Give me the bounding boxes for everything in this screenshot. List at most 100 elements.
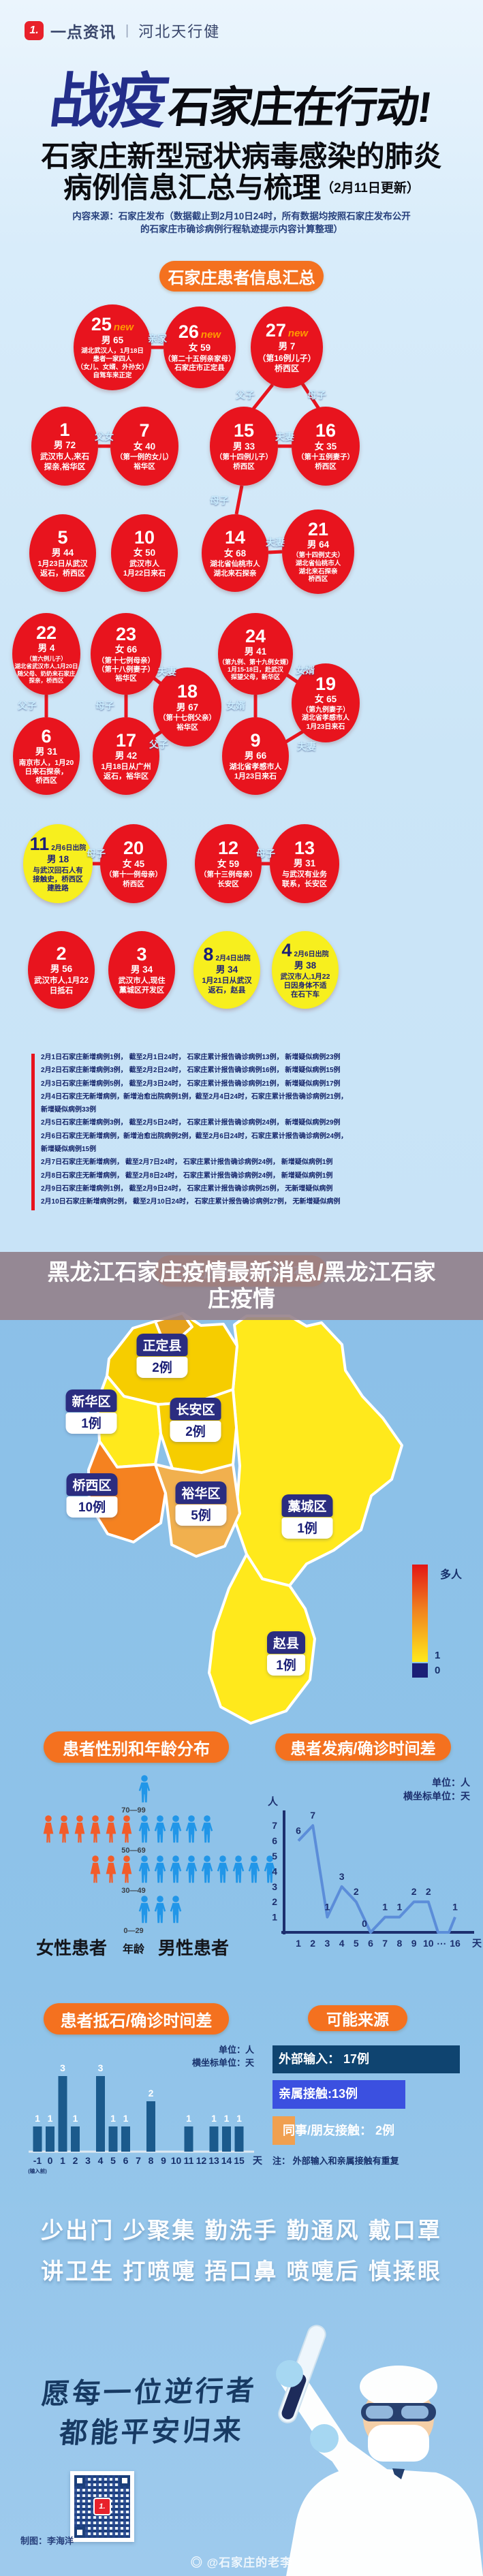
line-chart-point-label: 1 xyxy=(397,1902,403,1913)
case-number: 14 xyxy=(224,527,246,548)
source-bar-external: 外部输入： 17例 xyxy=(272,2045,460,2073)
case-number: 5 xyxy=(57,527,68,548)
case-sex-age: 男 31 xyxy=(293,858,316,868)
case-detail-line: 日因身体不适 xyxy=(283,981,327,990)
case-number: 23 xyxy=(115,623,137,644)
case-detail-line: 日来石探亲， xyxy=(25,768,68,776)
case-node-24: 24 男 41 （第九例、第十九例女婿） 1月15-18日，赴武汉 探望父母，新华区 xyxy=(218,613,293,695)
case-node-26: 26 new 女 59 （第二十五例亲家母） 石家庄市正定县 xyxy=(163,307,236,388)
bar-chart-bar xyxy=(222,2126,231,2152)
case-detail-line: 桥西区 xyxy=(123,879,144,888)
case-sex-age: 男 65 xyxy=(101,335,124,346)
case-network: 25 new 男 65 湖北武汉人，1月18日 患者一家四人 （女儿、女婿、外孙女） 自驾车… xyxy=(0,0,483,1049)
case-detail-line: 与武汉有业务 xyxy=(282,870,327,879)
case-node-22: 22 男 4 （第六例儿子） 湖北省武汉市人,1月20日 随父母、奶奶来石家庄 探亲，桥西… xyxy=(12,613,80,695)
doctor-mask xyxy=(368,2425,429,2462)
case-sex-age: 男 44 xyxy=(51,547,74,558)
case-detail-line: 湖北省武汉市人,1月20日 xyxy=(14,662,78,670)
bar-chart-xtick: 15 xyxy=(234,2155,245,2166)
case-detail-line: 湖北武汉人，1月18日 xyxy=(81,347,144,356)
case-number: 22 xyxy=(35,623,57,644)
bar-chart-xtick: 0 xyxy=(48,2155,53,2166)
case-number: 26 xyxy=(178,321,199,343)
new-badge: new xyxy=(200,329,221,341)
map-legend-gradient xyxy=(412,1565,428,1662)
map-legend-one-label: 1 xyxy=(435,1650,441,1661)
qr-pattern: 1. xyxy=(74,2475,130,2538)
case-number-row: 12 xyxy=(218,838,238,858)
relation-label: 女婿 xyxy=(226,700,245,711)
case-number: 9 xyxy=(250,729,261,751)
case-number: 11 xyxy=(29,833,50,854)
brand-divider: | xyxy=(125,22,129,38)
case-number: 6 xyxy=(41,725,52,747)
case-sex-age: 女 35 xyxy=(314,441,337,452)
source-note-text: 注： 外部输入和亲属接触有重复 xyxy=(272,2156,399,2166)
case-detail-line: 1月15-18日，赴武汉 xyxy=(227,665,284,673)
line-chart-point-label: 2 xyxy=(411,1886,417,1897)
qr-corner-icon xyxy=(119,2475,130,2486)
line-chart-point-label: 1 xyxy=(382,1902,388,1913)
discharge-badge: 2月6日出院 xyxy=(51,844,87,852)
case-number-row: 17 xyxy=(116,730,136,750)
timeline-entry: 2月8日石家庄无新增病例， 截至2月8日24时， 石家庄累计报告确诊病例24例，… xyxy=(41,1172,333,1180)
case-number-row: 15 xyxy=(234,421,254,441)
case-sex-age: 男 33 xyxy=(232,441,255,452)
bar-chart-bar xyxy=(209,2126,219,2152)
case-detail-line: 1月23日来石 xyxy=(306,723,345,731)
case-number: 20 xyxy=(123,838,144,859)
line-chart-xunit: 天 xyxy=(472,1938,482,1949)
bar-chart-unit1: 单位：人 xyxy=(219,2045,255,2055)
case-detail-line: （第一例的女儿） xyxy=(116,453,173,462)
line-chart-point-label: 3 xyxy=(339,1871,345,1882)
source-note-line1: 内容来源：石家庄发布（数据截止到2月10日24时，所有数据均按照石家庄发布公开 xyxy=(72,211,411,221)
bar-chart-bar xyxy=(121,2126,130,2152)
bar-chart-bar xyxy=(46,2126,54,2152)
case-number-row: 20 xyxy=(123,838,144,858)
relation-label: 父子 xyxy=(18,700,37,711)
timeline-entry: 2月5日石家庄新增病例3例， 截至2月5日24时， 石家庄累计报告确诊病例24例… xyxy=(41,1119,341,1127)
bar-chart-value: 1 xyxy=(110,2113,116,2124)
case-detail-line: （第十一例母亲） xyxy=(105,870,162,879)
overlay-caption-band: 黑龙江石家庄疫情最新消息/黑龙江石家 庄疫情 xyxy=(0,1252,483,1320)
female-patients-label: 女性患者 xyxy=(35,1938,108,1958)
case-node-14: 14 女 68 湖北省仙桃市人 湖北来石探亲 xyxy=(202,514,268,592)
bar-chart-bar xyxy=(184,2126,193,2152)
case-number: 7 xyxy=(139,420,150,441)
case-node-12: 12 女 59 （第十三例母亲） 长安区 xyxy=(195,824,262,903)
logo-row: 1. 一点资讯 | 河北天行健 xyxy=(25,19,220,42)
relation-label: 亲家 xyxy=(148,333,167,344)
case-detail-line: 联系，长安区 xyxy=(282,879,327,888)
bar-chart-value: 1 xyxy=(186,2113,191,2124)
case-detail-line: （第二十五例亲家母） xyxy=(163,354,236,363)
line-chart-ytick: 3 xyxy=(272,1881,277,1892)
bar-chart-value: 1 xyxy=(73,2113,78,2124)
case-detail-line: （第十三例母亲） xyxy=(200,870,257,879)
bar-chart-value: 2 xyxy=(149,2088,154,2099)
bar-chart-xtick: 10 xyxy=(171,2155,182,2166)
qr-center-logo-icon: 1. xyxy=(93,2498,111,2515)
case-detail-line: 桥西区 xyxy=(315,462,337,471)
case-number: 8 xyxy=(203,943,214,964)
timeline-accent-bar xyxy=(31,1054,35,1210)
line-chart-point-label: 1 xyxy=(452,1902,458,1913)
relation-label: 女婿 xyxy=(296,665,315,676)
case-detail-line: 桥西区 xyxy=(233,462,255,471)
bar-chart-xtick: 13 xyxy=(208,2155,219,2166)
case-detail-line: （第16例儿子） xyxy=(258,353,316,363)
map-region-yuhua xyxy=(154,1463,241,1558)
case-detail-line: 日抵石 xyxy=(49,986,74,995)
case-detail-line: 湖北省孝感市人 xyxy=(302,714,349,723)
bar-chart-xtick: 2 xyxy=(73,2155,78,2166)
case-number: 18 xyxy=(176,681,198,702)
case-node-4: 4 2月6日出院男 38 武汉市人,1月22 日因身体不适 在石下车 xyxy=(272,931,339,1009)
relation-label: 母子 xyxy=(95,700,114,711)
line-chart-ytick: 1 xyxy=(272,1912,277,1923)
case-detail-line: （第十四例儿子） xyxy=(215,453,272,462)
possible-sources-box: 外部输入： 17例 亲属接触:13例 同事/朋友接触： 2例 注： 外部输入和亲属接触… xyxy=(272,2045,477,2167)
